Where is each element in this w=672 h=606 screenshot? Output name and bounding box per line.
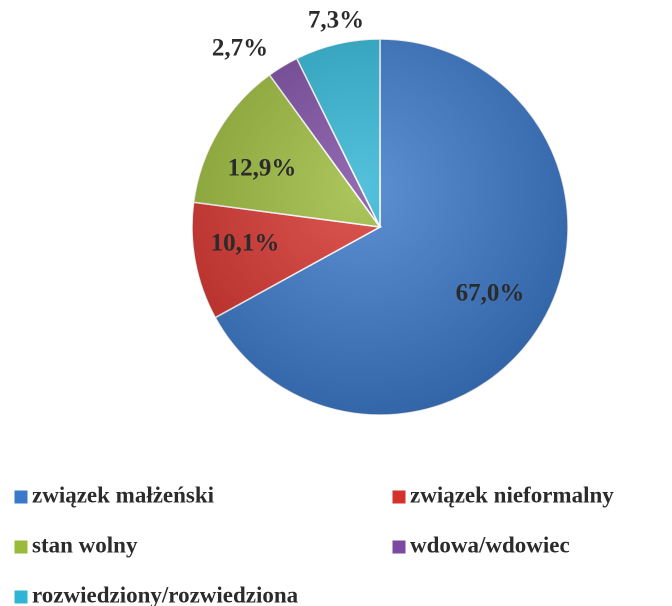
value-label: 67,0%: [456, 280, 525, 307]
legend-label: stan wolny: [32, 532, 138, 557]
legend-swatch: [391, 539, 407, 555]
legend-label: wdowa/wdowiec: [410, 532, 570, 557]
legend-swatch: [13, 539, 29, 555]
legend-swatch: [391, 489, 407, 505]
value-label: 12,9%: [228, 155, 297, 182]
legend-label: związek małżeński: [32, 482, 215, 507]
value-label: 10,1%: [211, 230, 280, 257]
value-label: 2,7%: [212, 35, 268, 62]
legend-swatch: [13, 489, 29, 505]
value-label: 7,3%: [308, 7, 364, 34]
legend-label: związek nieformalny: [410, 482, 614, 507]
legend-swatch: [13, 589, 29, 605]
legend-label: rozwiedziony/rozwiedziona: [32, 582, 299, 606]
